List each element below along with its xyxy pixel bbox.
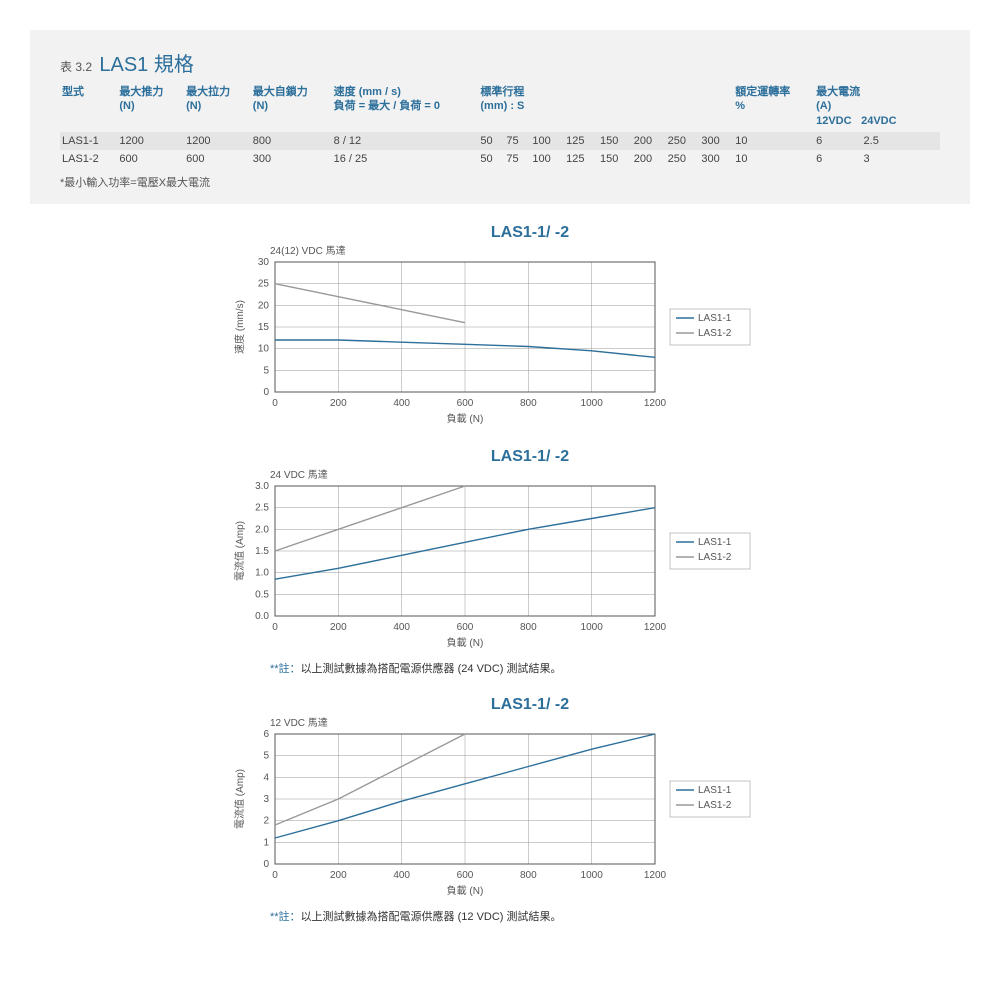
svg-text:600: 600 [457, 870, 474, 881]
svg-text:1.0: 1.0 [255, 568, 269, 579]
spec-table-section: 表 3.2 LAS1 規格 型式最大推力(N)最大拉力(N)最大自鎖力(N)速度… [30, 30, 970, 204]
svg-text:400: 400 [393, 622, 410, 633]
chart-svg: 0 200 400 600 800 1000 1200 0.0 0.5 1.0 1.5 2.0 2.5 3… [230, 481, 765, 652]
svg-text:10: 10 [258, 344, 270, 355]
chart-block: LAS1-1/ -224 VDC 馬達 0 200 400 600 800 1000 1200… [230, 448, 830, 676]
svg-text:負載 (N): 負載 (N) [447, 885, 484, 897]
svg-text:0: 0 [272, 870, 278, 881]
svg-text:20: 20 [258, 300, 270, 311]
table-caption: 表 3.2 LAS1 規格 [60, 48, 940, 77]
svg-text:1000: 1000 [581, 398, 604, 409]
chart-title: LAS1-1/ -2 [230, 448, 830, 466]
svg-text:600: 600 [457, 622, 474, 633]
svg-text:800: 800 [520, 398, 537, 409]
col-header: 最大自鎖力(N) [251, 81, 332, 132]
table-footnote: *最小輸入功率=電壓X最大電流 [60, 174, 940, 190]
table-row: LAS1-260060030016 / 25507510012515020025… [60, 150, 940, 168]
svg-text:800: 800 [520, 870, 537, 881]
svg-text:5: 5 [263, 365, 269, 376]
chart-svg: 0 200 400 600 800 1000 1200 0 1 2 3 4 5 6 負載 (N) 電流值 (A… [230, 729, 765, 900]
spec-table-head: 型式最大推力(N)最大拉力(N)最大自鎖力(N)速度 (mm / s)負荷 = … [60, 81, 940, 132]
svg-text:0: 0 [263, 859, 269, 870]
svg-text:2.5: 2.5 [255, 503, 269, 514]
chart-subtitle: 12 VDC 馬達 [270, 714, 830, 729]
svg-text:3.0: 3.0 [255, 481, 269, 492]
col-header: 標準行程(mm) : S [478, 81, 733, 132]
svg-text:LAS1-2: LAS1-2 [698, 800, 732, 811]
svg-text:15: 15 [258, 322, 270, 333]
svg-text:LAS1-2: LAS1-2 [698, 552, 732, 563]
svg-text:0: 0 [272, 398, 278, 409]
spec-table-body: LAS1-1120012008008 / 1250751001251502002… [60, 132, 940, 168]
col-header: 最大拉力(N) [184, 81, 251, 132]
chart-note: **註：以上測試數據為搭配電源供應器 (24 VDC) 測試結果。 [270, 660, 830, 676]
svg-text:負載 (N): 負載 (N) [447, 637, 484, 649]
col-header: 型式 [60, 81, 117, 132]
series-line [275, 284, 465, 323]
svg-text:0.5: 0.5 [255, 589, 269, 600]
svg-text:5: 5 [263, 751, 269, 762]
chart-title: LAS1-1/ -2 [230, 224, 830, 242]
svg-text:1200: 1200 [644, 870, 667, 881]
chart-block: LAS1-1/ -212 VDC 馬達020040060080010001200… [230, 696, 830, 924]
svg-text:30: 30 [258, 257, 270, 268]
svg-text:LAS1-1: LAS1-1 [698, 313, 732, 324]
svg-text:25: 25 [258, 279, 270, 290]
series-line [275, 486, 465, 551]
svg-text:400: 400 [393, 870, 410, 881]
svg-text:1000: 1000 [581, 622, 604, 633]
svg-text:1: 1 [263, 837, 269, 848]
svg-text:LAS1-1: LAS1-1 [698, 785, 732, 796]
table-row: LAS1-1120012008008 / 1250751001251502002… [60, 132, 940, 150]
caption-prefix: 表 3.2 [60, 60, 92, 74]
caption-main: LAS1 規格 [99, 54, 193, 76]
spec-table: 型式最大推力(N)最大拉力(N)最大自鎖力(N)速度 (mm / s)負荷 = … [60, 81, 940, 168]
svg-text:200: 200 [330, 870, 347, 881]
svg-text:1.5: 1.5 [255, 546, 269, 557]
svg-text:0: 0 [263, 387, 269, 398]
svg-text:1200: 1200 [644, 622, 667, 633]
svg-text:電流值 (Amp): 電流值 (Amp) [233, 521, 246, 581]
svg-text:1200: 1200 [644, 398, 667, 409]
chart-subtitle: 24(12) VDC 馬達 [270, 242, 830, 257]
chart-block: LAS1-1/ -224(12) VDC 馬達02004006008001000… [230, 224, 830, 428]
svg-text:2.0: 2.0 [255, 524, 269, 535]
svg-text:600: 600 [457, 398, 474, 409]
col-header: 最大電流(A)12VDC24VDC [814, 81, 940, 132]
chart-title: LAS1-1/ -2 [230, 696, 830, 714]
svg-text:800: 800 [520, 622, 537, 633]
svg-text:4: 4 [263, 772, 269, 783]
svg-text:6: 6 [263, 729, 269, 740]
svg-text:LAS1-1: LAS1-1 [698, 537, 732, 548]
svg-text:400: 400 [393, 398, 410, 409]
svg-text:200: 200 [330, 622, 347, 633]
svg-text:1000: 1000 [581, 870, 604, 881]
chart-svg: 0 200 400 600 800 1000 1200 0 5 10 15 20 25 30 負載 (N) 速… [230, 257, 765, 428]
svg-text:3: 3 [263, 794, 269, 805]
svg-text:負載 (N): 負載 (N) [447, 413, 484, 425]
col-header: 速度 (mm / s)負荷 = 最大 / 負荷 = 0 [332, 81, 479, 132]
col-header: 最大推力(N) [117, 81, 184, 132]
svg-text:速度 (mm/s): 速度 (mm/s) [233, 300, 246, 354]
svg-text:2: 2 [263, 816, 269, 827]
chart-subtitle: 24 VDC 馬達 [270, 466, 830, 481]
charts-container: LAS1-1/ -224(12) VDC 馬達02004006008001000… [0, 224, 1000, 924]
chart-note: **註：以上測試數據為搭配電源供應器 (12 VDC) 測試結果。 [270, 908, 830, 924]
svg-text:0: 0 [272, 622, 278, 633]
svg-text:0.0: 0.0 [255, 611, 269, 622]
svg-text:LAS1-2: LAS1-2 [698, 328, 732, 339]
col-header: 額定運轉率% [733, 81, 814, 132]
svg-text:電流值 (Amp): 電流值 (Amp) [233, 769, 246, 829]
svg-text:200: 200 [330, 398, 347, 409]
